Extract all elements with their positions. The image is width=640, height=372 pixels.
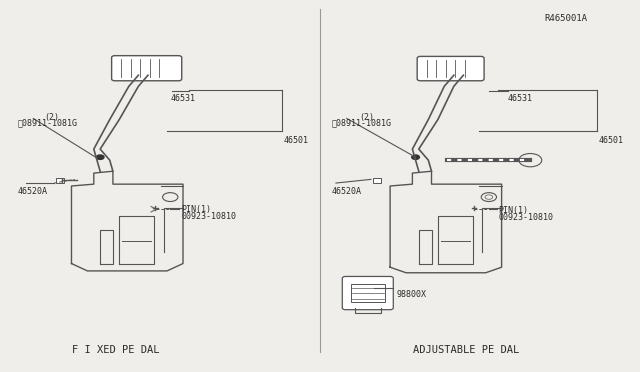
Text: 00923-10810: 00923-10810 (499, 212, 554, 222)
Text: 46520A: 46520A (17, 187, 47, 196)
Bar (373, 178, 381, 183)
Text: ADJUSTABLE PE DAL: ADJUSTABLE PE DAL (413, 345, 520, 355)
FancyBboxPatch shape (342, 276, 394, 310)
Bar (56, 178, 64, 183)
Text: PIN(1): PIN(1) (181, 205, 211, 214)
Text: R465001A: R465001A (545, 14, 588, 23)
Text: 46520A: 46520A (332, 187, 362, 196)
Text: 46501: 46501 (284, 136, 308, 145)
Circle shape (412, 155, 419, 160)
Text: PIN(1): PIN(1) (499, 206, 529, 215)
Text: (2): (2) (45, 113, 60, 122)
Text: 46501: 46501 (598, 136, 623, 145)
FancyBboxPatch shape (417, 57, 484, 81)
Text: ⓝ08911-1081G: ⓝ08911-1081G (332, 119, 392, 128)
Bar (351, 284, 385, 302)
Text: 46531: 46531 (508, 94, 533, 103)
Text: 00923-10810: 00923-10810 (181, 212, 236, 221)
Circle shape (97, 155, 104, 160)
Text: F I XED PE DAL: F I XED PE DAL (72, 345, 160, 355)
Text: 46531: 46531 (170, 94, 195, 103)
FancyBboxPatch shape (111, 56, 182, 81)
Text: (2): (2) (360, 113, 374, 122)
Text: ⓝ08911-1081G: ⓝ08911-1081G (17, 119, 77, 128)
Text: 98800X: 98800X (396, 290, 426, 299)
